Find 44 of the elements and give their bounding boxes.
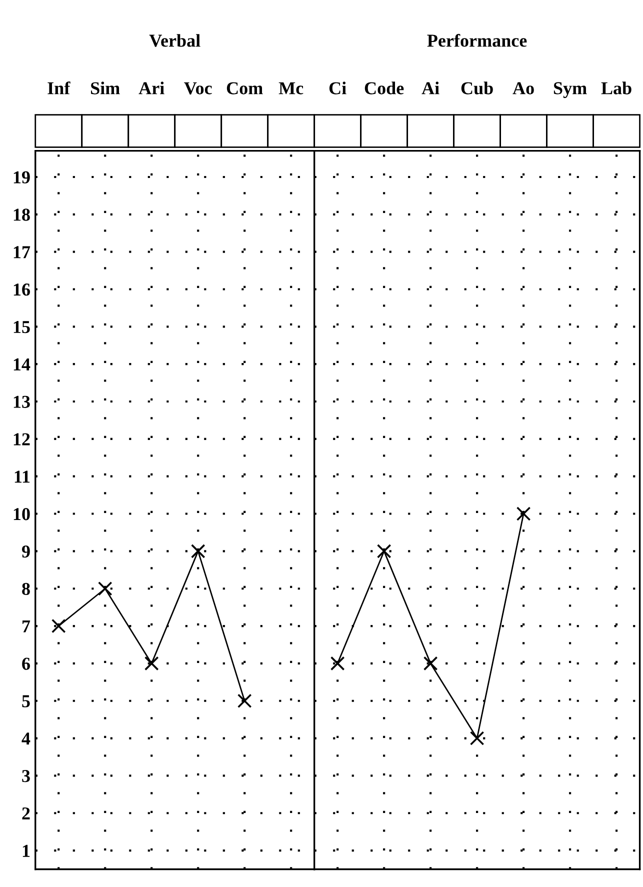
y-tick-label: 12 <box>14 433 30 446</box>
x-tick-label: Code <box>364 82 404 94</box>
x-tick-label: Voc <box>184 82 212 94</box>
y-tick-label: 16 <box>14 284 30 296</box>
x-tick-label: Ci <box>329 82 346 94</box>
y-tick-label: 6 <box>22 658 30 670</box>
x-tick-label: Lab <box>601 82 632 94</box>
x-tick-label: Cub <box>461 82 493 94</box>
y-tick-label: 11 <box>14 470 30 483</box>
point <box>516 506 531 521</box>
point <box>51 618 66 634</box>
x-tick-label: Sym <box>554 82 587 98</box>
x-tick-label: Inf <box>48 81 70 94</box>
chart-title: Performance <box>427 34 527 47</box>
y-tick-label: 2 <box>22 807 30 820</box>
y-tick-label: 18 <box>14 208 30 221</box>
point <box>190 544 206 558</box>
x-tick-label: Ai <box>422 82 440 94</box>
y-tick-label: 14 <box>14 358 30 370</box>
y-tick-label: 8 <box>22 582 30 596</box>
point <box>144 656 159 671</box>
y-tick-label: 15 <box>14 321 30 334</box>
x-tick-label: Ao <box>512 82 534 94</box>
y-tick-label: 10 <box>14 508 30 520</box>
y-tick-label: 4 <box>22 732 30 745</box>
y-tick-label: 7 <box>22 620 30 632</box>
point <box>423 656 438 671</box>
point <box>98 581 112 596</box>
x-tick-label: Com <box>226 82 263 94</box>
y-tick-label: 9 <box>22 545 30 558</box>
chart-title: Verbal <box>149 34 200 47</box>
x-tick-label: Mc <box>278 82 304 94</box>
point <box>376 544 392 558</box>
y-tick-label: 1 <box>22 844 30 857</box>
y-tick-label: 3 <box>22 770 30 782</box>
x-tick-label: Sim <box>91 82 120 94</box>
x-tick-label: Ari <box>138 82 164 94</box>
point <box>237 694 252 708</box>
y-tick-label: 19 <box>14 171 30 184</box>
y-tick-label: 5 <box>22 695 30 708</box>
y-tick-label: 13 <box>14 396 30 408</box>
y-tick-label: 17 <box>14 246 30 258</box>
point <box>470 731 484 746</box>
point <box>330 656 345 671</box>
